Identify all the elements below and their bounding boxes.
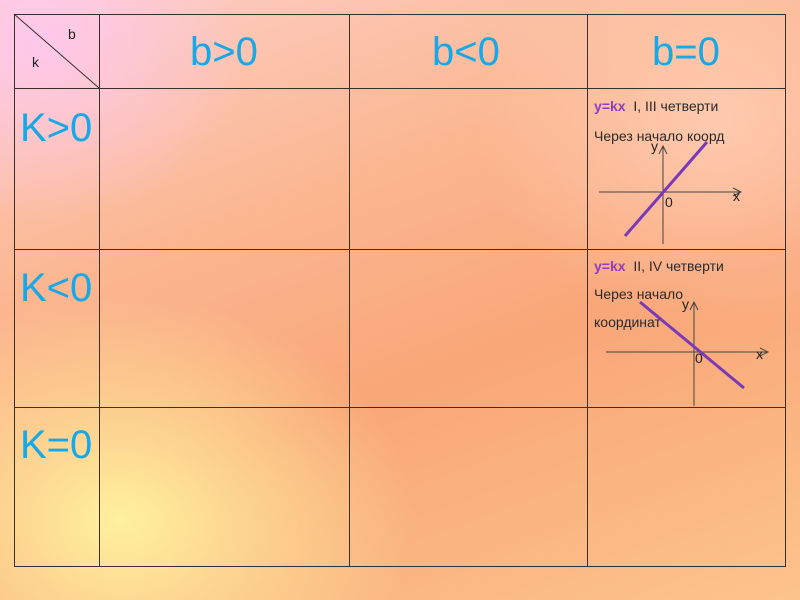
graph-decreasing-line: [606, 300, 770, 406]
table-divider-1: [14, 88, 786, 89]
formula-y-kx: y=kx: [594, 98, 626, 114]
quadrants-text: I, III четверти: [633, 98, 719, 114]
origin-label: 0: [665, 194, 673, 210]
table-border-right: [785, 14, 786, 566]
cell-k-neg-b-zero-caption: y=kx II, IV четверти: [594, 258, 724, 274]
corner-b-label: b: [68, 26, 76, 42]
x-axis-arrow: [759, 347, 770, 357]
x-axis-label: x: [756, 346, 763, 362]
cell-k-neg-b-zero-line2: координат: [594, 314, 661, 330]
formula-y-kx: y=kx: [594, 258, 626, 274]
graph-line: [639, 300, 745, 390]
origin-label: 0: [695, 350, 703, 366]
column-header-b-zero: b=0: [652, 30, 720, 74]
row-header-k-positive: K>0: [20, 106, 93, 150]
cell-k-neg-b-zero-line1: Через начало: [594, 286, 684, 302]
y-axis-arrow: [658, 144, 668, 155]
x-axis-arrow: [732, 187, 743, 197]
row-header-k-negative: K<0: [20, 266, 93, 310]
table-divider-3: [14, 407, 786, 408]
cell-k-pos-b-zero-line1: Через начало коорд: [594, 128, 725, 144]
row-header-k-zero: K=0: [20, 423, 93, 467]
y-axis-arrow: [689, 300, 699, 311]
table-col-divider-3: [587, 14, 588, 566]
table-col-divider-2: [349, 14, 350, 566]
graph-increasing-line: [599, 141, 743, 244]
table-border-left: [14, 14, 15, 566]
cell-k-pos-b-zero-caption: y=kx I, III четверти: [594, 98, 718, 114]
x-axis-label: x: [733, 188, 740, 204]
table-border-top: [14, 14, 786, 15]
y-axis-label: y: [682, 296, 689, 312]
graph-line: [623, 141, 709, 237]
table-col-divider-1: [99, 14, 100, 566]
table-divider-2: [14, 249, 786, 250]
table-border-bottom: [14, 566, 786, 567]
column-header-b-negative: b<0: [432, 30, 500, 74]
y-axis-label: y: [651, 138, 658, 154]
quadrants-text: II, IV четверти: [633, 258, 724, 274]
corner-diagonal: [13, 13, 100, 89]
column-header-b-positive: b>0: [190, 30, 258, 74]
corner-k-label: k: [32, 54, 39, 70]
